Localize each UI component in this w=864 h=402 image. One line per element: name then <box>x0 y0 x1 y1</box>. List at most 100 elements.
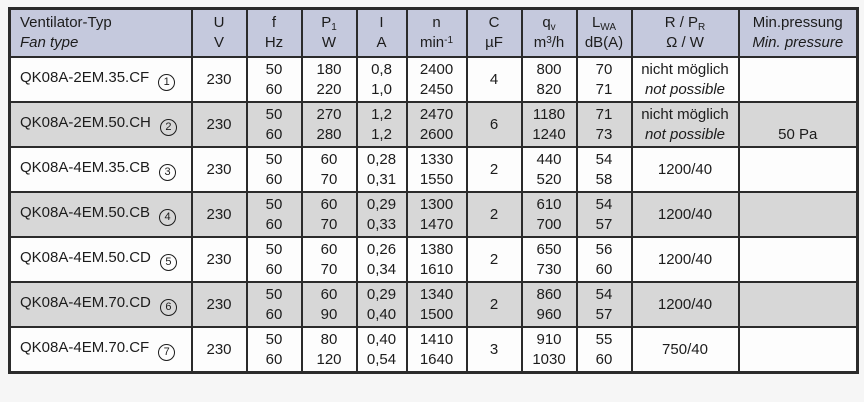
cell-fan-type: QK08A-2EM.35.CF 1 <box>8 56 193 103</box>
cell-speed: 1330 1550 <box>405 146 468 193</box>
cell-frequency: 50 60 <box>245 281 303 328</box>
cell-power: 270 280 <box>300 101 358 148</box>
cell-frequency: 50 60 <box>245 146 303 193</box>
col-header-sound-level: LWA dB(A) <box>575 7 633 58</box>
fan-type-label: QK08A-4EM.35.CB <box>20 159 151 177</box>
cell-resistance: nicht möglich not possible <box>630 56 740 103</box>
cell-min-pressure <box>737 326 859 374</box>
item-number-badge: 2 <box>159 118 177 136</box>
col-header-fan-type: Ventilator-Typ Fan type <box>8 7 193 58</box>
cell-resistance: 1200/40 <box>630 146 740 193</box>
cell-voltage: 230 <box>190 191 248 238</box>
col-header-power: P1 W <box>300 7 358 58</box>
item-number-badge: 7 <box>158 343 176 361</box>
item-number-badge: 6 <box>159 298 177 316</box>
cell-speed: 1300 1470 <box>405 191 468 238</box>
cell-sound-level: 54 58 <box>575 146 633 193</box>
fan-spec-table: Ventilator-Typ Fan type U V f Hz P1 W I <box>8 7 859 374</box>
cell-sound-level: 55 60 <box>575 326 633 374</box>
col-header-frequency: f Hz <box>245 7 303 58</box>
cell-resistance: 750/40 <box>630 326 740 374</box>
cell-frequency: 50 60 <box>245 236 303 283</box>
item-number-badge: 4 <box>159 208 177 226</box>
cell-fan-type: QK08A-4EM.35.CB 3 <box>8 146 193 193</box>
cell-airflow: 650 730 <box>520 236 578 283</box>
cell-voltage: 230 <box>190 56 248 103</box>
spec-row: QK08A-4EM.50.CD 5 230 50 60 60 70 0,26 0,34 1380 1… <box>8 236 859 283</box>
cell-airflow: 860 960 <box>520 281 578 328</box>
fan-type-label: QK08A-4EM.50.CD <box>20 249 151 267</box>
cell-capacitor: 4 <box>465 56 523 103</box>
item-number-badge: 1 <box>158 73 176 91</box>
header-row: Ventilator-Typ Fan type U V f Hz P1 W I <box>8 7 859 58</box>
header-label-en: Fan type <box>20 34 79 51</box>
fan-type-label: QK08A-4EM.50.CB <box>20 204 151 222</box>
cell-airflow: 800 820 <box>520 56 578 103</box>
cell-current: 0,29 0,33 <box>355 191 408 238</box>
cell-voltage: 230 <box>190 236 248 283</box>
cell-frequency: 50 60 <box>245 56 303 103</box>
cell-current: 0,29 0,40 <box>355 281 408 328</box>
col-header-speed: n min-1 <box>405 7 468 58</box>
cell-sound-level: 71 73 <box>575 101 633 148</box>
cell-power: 180 220 <box>300 56 358 103</box>
cell-fan-type: QK08A-4EM.50.CD 5 <box>8 236 193 283</box>
fan-type-label: QK08A-4EM.70.CF <box>20 339 150 357</box>
cell-power: 60 70 <box>300 236 358 283</box>
cell-current: 1,2 1,2 <box>355 101 408 148</box>
col-header-airflow: qv m3/h <box>520 7 578 58</box>
cell-capacitor: 2 <box>465 281 523 328</box>
cell-airflow: 910 1030 <box>520 326 578 374</box>
cell-capacitor: 2 <box>465 236 523 283</box>
spec-row: QK08A-2EM.50.CH 2 230 50 60 270 280 1,2 1,2 2470 2… <box>8 101 859 148</box>
datasheet-page: Ventilator-Typ Fan type U V f Hz P1 W I <box>8 7 859 374</box>
cell-airflow: 440 520 <box>520 146 578 193</box>
cell-capacitor: 2 <box>465 191 523 238</box>
cell-power: 80 120 <box>300 326 358 374</box>
cell-power: 60 70 <box>300 146 358 193</box>
cell-fan-type: QK08A-2EM.50.CH 2 <box>8 101 193 148</box>
cell-resistance: nicht möglich not possible <box>630 101 740 148</box>
cell-current: 0,40 0,54 <box>355 326 408 374</box>
col-header-voltage: U V <box>190 7 248 58</box>
cell-frequency: 50 60 <box>245 101 303 148</box>
spec-row: QK08A-4EM.70.CF 7 230 50 60 80 120 0,40 0,54 1410… <box>8 326 859 374</box>
item-number-badge: 3 <box>159 163 177 181</box>
cell-sound-level: 54 57 <box>575 191 633 238</box>
cell-sound-level: 56 60 <box>575 236 633 283</box>
cell-min-pressure <box>737 281 859 328</box>
cell-min-pressure <box>737 191 859 238</box>
cell-speed: 2470 2600 <box>405 101 468 148</box>
cell-frequency: 50 60 <box>245 191 303 238</box>
cell-current: 0,8 1,0 <box>355 56 408 103</box>
cell-airflow: 610 700 <box>520 191 578 238</box>
spec-row: QK08A-4EM.70.CD 6 230 50 60 60 90 0,29 0,40 1340 1… <box>8 281 859 328</box>
cell-power: 60 90 <box>300 281 358 328</box>
cell-power: 60 70 <box>300 191 358 238</box>
spec-row: QK08A-4EM.35.CB 3 230 50 60 60 70 0,28 0,31 1330 1… <box>8 146 859 193</box>
cell-resistance: 1200/40 <box>630 191 740 238</box>
cell-current: 0,28 0,31 <box>355 146 408 193</box>
fan-type-label: QK08A-2EM.50.CH <box>20 114 151 132</box>
cell-min-pressure: 50 Pa <box>737 101 859 148</box>
cell-sound-level: 70 71 <box>575 56 633 103</box>
spec-row: QK08A-2EM.35.CF 1 230 50 60 180 220 0,8 1,0 2400 2… <box>8 56 859 103</box>
col-header-resistance: R / PR Ω / W <box>630 7 740 58</box>
spec-table-body: QK08A-2EM.35.CF 1 230 50 60 180 220 0,8 1,0 2400 2… <box>8 56 859 374</box>
cell-frequency: 50 60 <box>245 326 303 374</box>
col-header-min-pressure: Min.pressung Min. pressure <box>737 7 859 58</box>
spec-row: QK08A-4EM.50.CB 4 230 50 60 60 70 0,29 0,33 1300 1… <box>8 191 859 238</box>
cell-voltage: 230 <box>190 101 248 148</box>
cell-capacitor: 3 <box>465 326 523 374</box>
cell-min-pressure <box>737 146 859 193</box>
cell-fan-type: QK08A-4EM.50.CB 4 <box>8 191 193 238</box>
cell-capacitor: 6 <box>465 101 523 148</box>
col-header-capacitor: C µF <box>465 7 523 58</box>
cell-sound-level: 54 57 <box>575 281 633 328</box>
cell-voltage: 230 <box>190 326 248 374</box>
cell-resistance: 1200/40 <box>630 236 740 283</box>
cell-speed: 1410 1640 <box>405 326 468 374</box>
cell-fan-type: QK08A-4EM.70.CD 6 <box>8 281 193 328</box>
cell-min-pressure <box>737 236 859 283</box>
fan-type-label: QK08A-2EM.35.CF <box>20 69 150 87</box>
